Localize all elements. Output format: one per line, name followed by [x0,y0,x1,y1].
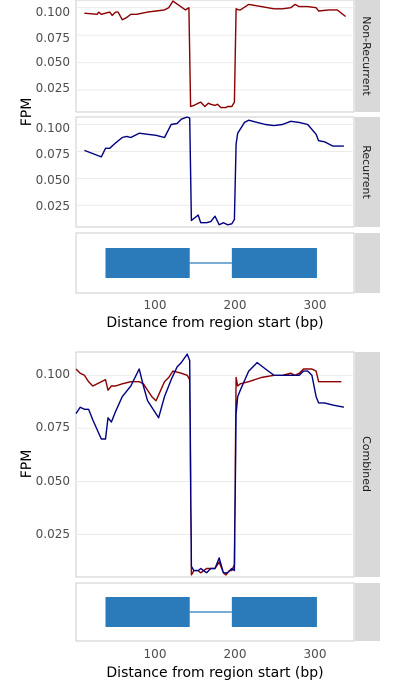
x-tick-label: 300 [304,298,327,312]
x-tick-labels: 100 200 300 [144,298,327,312]
facet-strip-label: Non-Recurrent [360,16,373,96]
exon-block [231,597,317,627]
plot-area-combined [75,353,354,576]
panel-border [75,351,355,578]
series-line [84,0,347,109]
y-tick-label: 0.025 [36,199,70,213]
panel-non-recurrent: 0.100 0.075 0.050 0.025 Non-Recurrent [36,0,380,113]
gene-track-area [105,248,317,278]
facet-strip [355,0,380,112]
y-tick-label: 0.075 [36,31,70,45]
facet-strip [355,583,380,641]
y-tick-label: 0.100 [36,121,70,135]
series-line [75,353,345,574]
series-line [84,116,344,226]
y-tick-label: 0.050 [36,55,70,69]
plot-area-recurrent [76,116,354,226]
gene-track-area [105,597,317,627]
x-tick-label: 200 [224,647,247,661]
exon-block [105,597,190,627]
facet-strip-label: Combined [360,436,373,492]
y-tick-label: 0.050 [36,173,70,187]
y-tick-labels: 0.100 0.075 0.050 0.025 [36,5,70,95]
x-tick-label: 100 [144,298,167,312]
exon-block [231,248,317,278]
y-tick-label: 0.100 [36,5,70,19]
x-tick-label: 200 [224,298,247,312]
y-tick-label: 0.025 [36,81,70,95]
facet-strip-label: Recurrent [360,145,373,199]
gene-track-top: 100 200 300 Distance from region start (… [75,232,380,331]
panel-combined: 0.100 0.075 0.050 0.025 Combined FPM [19,351,380,578]
y-axis-title: FPM [19,450,35,479]
y-tick-label: 0.050 [36,474,70,488]
x-axis-title: Distance from region start (bp) [106,665,323,681]
panel-recurrent: 0.100 0.075 0.050 0.025 Recurrent [36,116,380,228]
facet-strip [355,117,380,227]
y-axis-title: FPM [19,98,35,127]
x-axis-title: Distance from region start (bp) [106,315,323,331]
x-tick-labels: 100 200 300 [144,647,327,661]
y-tick-labels: 0.100 0.075 0.050 0.025 [36,367,70,541]
y-tick-label: 0.025 [36,527,70,541]
y-tick-label: 0.075 [36,147,70,161]
panel-border [75,116,355,228]
facet-strip [355,233,380,293]
exon-block [105,248,190,278]
gene-track-bottom: 100 200 300 Distance from region start (… [75,582,380,681]
x-tick-label: 300 [304,647,327,661]
y-tick-label: 0.075 [36,420,70,434]
y-tick-labels: 0.100 0.075 0.050 0.025 [36,121,70,213]
facet-strip [355,352,380,577]
series-line [75,368,342,576]
y-tick-label: 0.100 [36,367,70,381]
x-tick-label: 100 [144,647,167,661]
plot-area-non-recurrent [76,0,354,109]
panel-border [75,0,355,113]
